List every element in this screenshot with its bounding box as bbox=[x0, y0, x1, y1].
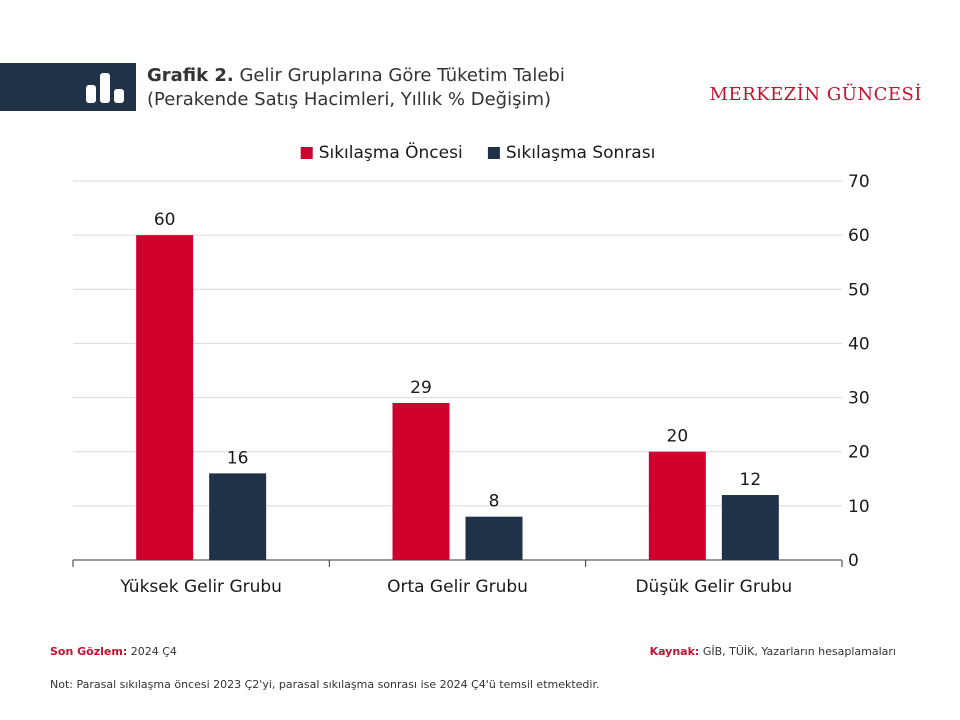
data-label: 8 bbox=[489, 492, 500, 512]
footnote: Not: Parasal sıkılaşma öncesi 2023 Ç2'yi… bbox=[50, 678, 600, 691]
x-tick-label: Orta Gelir Grubu bbox=[387, 577, 528, 597]
chart-subtitle: (Perakende Satış Hacimleri, Yıllık % Değ… bbox=[147, 89, 552, 110]
y-tick-label: 60 bbox=[848, 226, 870, 246]
y-tick-label: 50 bbox=[848, 280, 870, 300]
x-tick-label: Düşük Gelir Grubu bbox=[635, 577, 792, 597]
data-label: 60 bbox=[154, 210, 176, 230]
last-observation-value: 2024 Ç4 bbox=[130, 645, 177, 658]
bar-chart-icon bbox=[86, 73, 124, 103]
y-tick-label: 30 bbox=[848, 389, 870, 409]
data-label: 16 bbox=[227, 448, 249, 468]
legend-label: Sıkılaşma Sonrası bbox=[506, 143, 655, 163]
x-tick-label: Yüksek Gelir Grubu bbox=[119, 577, 282, 597]
y-tick-label: 40 bbox=[848, 334, 870, 354]
header-band bbox=[0, 63, 136, 111]
brand-logo: MERKEZİN GÜNCESİ bbox=[709, 84, 922, 105]
y-tick-label: 20 bbox=[848, 443, 870, 463]
bar bbox=[465, 516, 523, 560]
last-observation-label: Son Gözlem: bbox=[50, 645, 128, 658]
legend-swatch bbox=[300, 147, 313, 159]
last-observation: Son Gözlem: 2024 Ç4 bbox=[50, 645, 177, 658]
y-tick-label: 0 bbox=[848, 551, 859, 571]
source: Kaynak: GİB, TÜİK, Yazarların hesaplamal… bbox=[650, 645, 896, 658]
bar bbox=[648, 451, 706, 560]
data-label: 12 bbox=[740, 470, 762, 490]
legend-label: Sıkılaşma Öncesi bbox=[319, 141, 463, 163]
title-number: Grafik 2. bbox=[147, 65, 234, 86]
bar bbox=[136, 235, 194, 560]
title-text: Gelir Gruplarına Göre Tüketim Talebi bbox=[239, 65, 565, 86]
chart-title: Grafik 2. Gelir Gruplarına Göre Tüketim … bbox=[147, 64, 667, 112]
bar bbox=[392, 402, 450, 560]
legend-swatch bbox=[487, 147, 500, 159]
source-value: GİB, TÜİK, Yazarların hesaplamaları bbox=[702, 645, 896, 658]
y-tick-label: 10 bbox=[848, 497, 870, 517]
y-tick-label: 70 bbox=[848, 172, 870, 192]
bar-chart: 0 10 20 30 40 50 60 70 Yüksek Gelir Grubu 60 16 Ort… bbox=[72, 141, 870, 597]
data-label: 20 bbox=[667, 427, 689, 447]
data-label: 29 bbox=[410, 378, 432, 398]
source-label: Kaynak: bbox=[649, 645, 700, 658]
bar bbox=[209, 473, 267, 560]
bar bbox=[721, 495, 779, 560]
